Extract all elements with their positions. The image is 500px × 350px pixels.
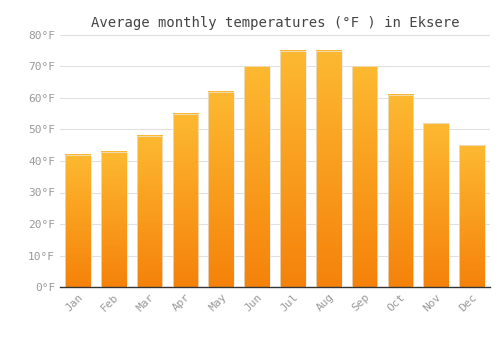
Title: Average monthly temperatures (°F ) in Eksere: Average monthly temperatures (°F ) in Ek…: [91, 16, 459, 30]
